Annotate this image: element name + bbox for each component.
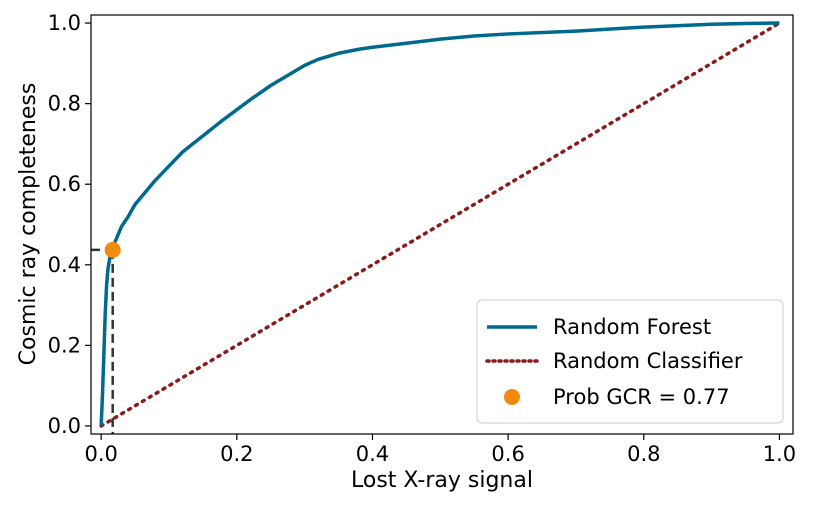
legend: Random Forest Random Classifier Prob GCR… [476,299,784,424]
marker-prob-gcr [104,241,121,258]
legend-label-random-classifier: Random Classifier [553,349,743,373]
y-tick-label: 0.6 [48,172,81,196]
x-tick-label: 0.4 [356,442,389,466]
legend-swatch-prob-gcr [504,389,520,405]
y-axis: 0.0 0.2 0.4 0.6 0.8 1.0 [48,11,91,438]
x-tick-label: 0.0 [84,442,117,466]
y-axis-label: Cosmic ray completeness [16,83,41,366]
plot-content [91,21,782,434]
x-axis: 0.0 0.2 0.4 0.6 0.8 1.0 [84,434,796,466]
y-tick-label: 0.2 [48,333,81,357]
y-tick-label: 0.4 [48,253,81,277]
y-tick-label: 0.0 [48,414,81,438]
x-tick-label: 0.8 [627,442,660,466]
y-tick-label: 0.8 [48,92,81,116]
x-axis-label: Lost X-ray signal [351,468,533,493]
legend-label-prob-gcr: Prob GCR = 0.77 [553,385,730,409]
legend-box [476,299,784,424]
x-tick-label: 0.6 [491,442,524,466]
y-tick-label: 1.0 [48,11,81,35]
x-tick-label: 1.0 [763,442,796,466]
plot-frame [90,14,794,435]
legend-label-random-forest: Random Forest [553,315,711,339]
series-line-random-classifier [99,21,782,428]
x-tick-label: 0.2 [220,442,253,466]
